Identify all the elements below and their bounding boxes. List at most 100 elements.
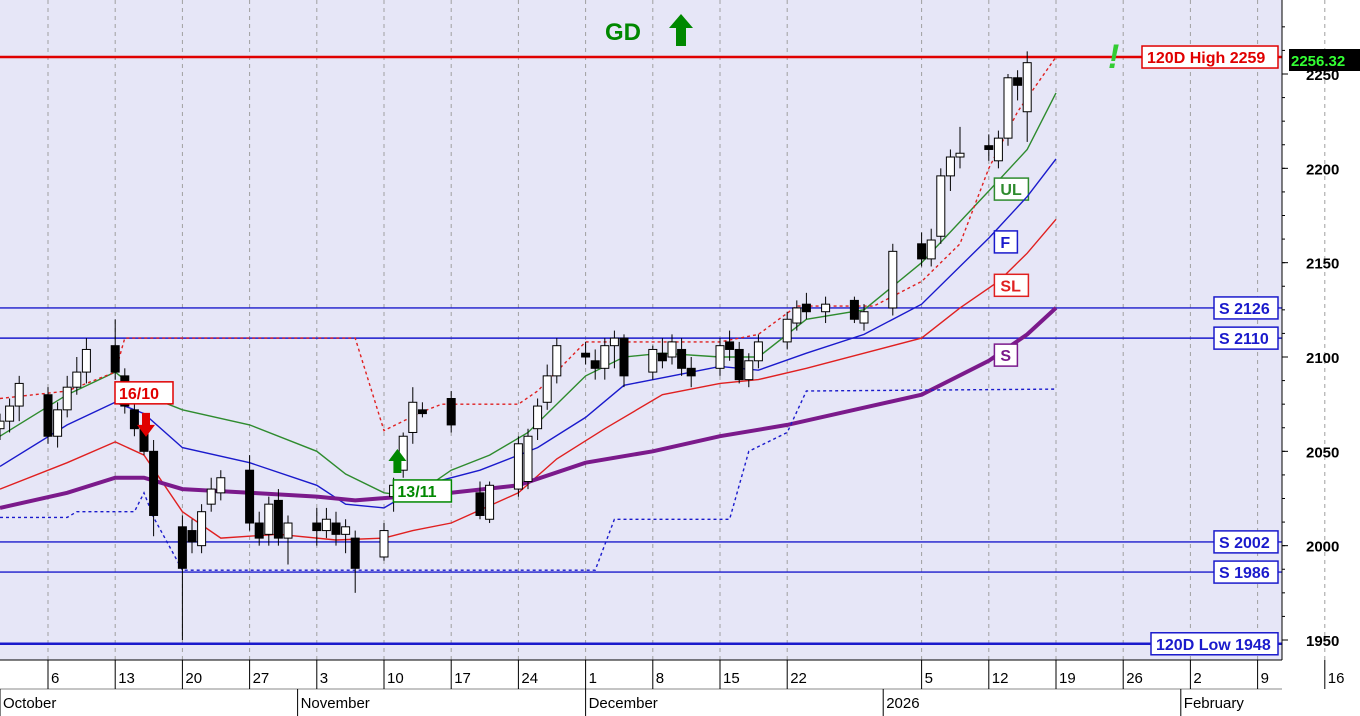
ticker-title: GD — [605, 14, 693, 46]
candle-body — [341, 526, 351, 535]
x-period-label: October — [3, 695, 56, 712]
candle-body — [264, 503, 274, 535]
y-tick-label: 2250 — [1306, 67, 1339, 84]
candle-body — [14, 382, 24, 407]
candle-body — [1003, 77, 1013, 139]
candle-body — [110, 345, 120, 373]
candle-body — [801, 303, 811, 313]
level-label-box — [1213, 326, 1279, 350]
last-price-tag: 2256.32 — [1289, 49, 1360, 71]
level-label: 120D High 2259 — [1147, 50, 1265, 67]
candle-body — [197, 511, 207, 547]
x-tick-label: 12 — [992, 670, 1009, 687]
plot-background — [0, 0, 1282, 660]
candle-body — [686, 367, 696, 377]
candle-body — [417, 409, 427, 415]
candle-body — [725, 341, 735, 350]
x-tick-label: 17 — [454, 670, 471, 687]
candle-body — [254, 522, 264, 539]
alert-exclamation-text: ! — [1108, 38, 1119, 76]
x-tick-label: 9 — [1261, 670, 1269, 687]
candle-body — [81, 348, 91, 373]
candle-body — [936, 175, 946, 237]
candle-body — [206, 488, 216, 505]
candle-body — [446, 398, 456, 426]
indicator-line — [0, 56, 1057, 432]
candle-body — [331, 522, 341, 535]
support-resistance-levels: 120D High 2259 S 2126 S 2110 S 2002 S 1986 12… — [0, 45, 1282, 656]
x-tick-label: 13 — [118, 670, 135, 687]
x-tick-label: 2 — [1193, 670, 1201, 687]
candle-body — [475, 492, 485, 516]
x-period-label: November — [301, 695, 370, 712]
candle-body — [734, 348, 744, 381]
candle-body — [542, 375, 552, 403]
level-label-box — [1213, 296, 1279, 320]
level-label-box — [1141, 45, 1279, 69]
level-label: 120D Low 1948 — [1156, 637, 1271, 654]
level-label: S 1986 — [1219, 565, 1270, 582]
candle-body — [926, 239, 936, 260]
x-tick-label: 8 — [656, 670, 664, 687]
candle-body — [744, 360, 754, 381]
alert-exclamation: ! — [1108, 38, 1119, 76]
x-period-label: December — [589, 695, 658, 712]
x-tick-label: 27 — [253, 670, 270, 687]
x-tick-label: 3 — [320, 670, 328, 687]
candle-body — [657, 352, 667, 362]
indicator-line — [0, 388, 1057, 571]
level-label: S 2002 — [1219, 535, 1270, 552]
x-axis: 6 13 20 27 3 10 17 24 1 8 15 22 5 12 19 26 2 9 16 October No… — [0, 659, 1344, 716]
indicator-line — [0, 92, 1057, 498]
candle-body — [888, 250, 898, 309]
candle-body — [849, 299, 859, 320]
indicator-label: F — [1000, 235, 1010, 252]
candle-body — [955, 152, 965, 158]
last-price-tag-text: 2256.32 — [1291, 53, 1345, 70]
grid-lines — [47, 0, 1326, 660]
level-label: S 2110 — [1219, 331, 1269, 348]
up-arrow-icon — [669, 14, 693, 46]
candle-body — [350, 537, 360, 569]
x-tick-label: 24 — [521, 670, 538, 687]
candle-body — [149, 450, 159, 516]
candle-body — [72, 371, 82, 388]
candle-body — [677, 348, 687, 369]
candle-body — [129, 409, 139, 430]
candle-body — [312, 522, 322, 532]
candle-body — [590, 360, 600, 369]
x-tick-label: 20 — [185, 670, 202, 687]
candle-body — [1022, 62, 1032, 113]
level-label: S 2126 — [1219, 301, 1270, 318]
x-tick-label: 10 — [387, 670, 404, 687]
indicator-label: UL — [1000, 182, 1022, 199]
candle-body — [5, 405, 15, 422]
candle-body — [619, 337, 629, 377]
candle-body — [917, 243, 927, 260]
y-tick-label: 2100 — [1306, 350, 1339, 367]
candle-body — [62, 386, 72, 411]
indicator-label-box — [993, 230, 1019, 254]
candle-body — [187, 530, 197, 543]
candle-body — [945, 156, 955, 177]
indicator-line — [0, 158, 1057, 509]
candle-body — [581, 352, 591, 358]
up-arrow-icon — [388, 448, 407, 473]
candle-body — [0, 420, 5, 430]
annotation-label: 13/11 — [397, 484, 436, 501]
level-label-box — [1150, 632, 1279, 656]
candle-body — [667, 341, 677, 358]
level-label-box — [1213, 560, 1279, 584]
down-arrow-icon — [137, 412, 155, 437]
candle-body — [859, 311, 869, 324]
y-tick-label: 2150 — [1306, 256, 1339, 273]
candle-body — [1013, 77, 1023, 86]
indicator-label-box — [993, 273, 1030, 298]
last-price-tag-box — [1289, 49, 1360, 71]
x-tick-label: 26 — [1126, 670, 1143, 687]
level-label-box — [1213, 530, 1279, 554]
candle-body — [43, 394, 53, 437]
candle-body — [216, 477, 226, 494]
annotation-box — [114, 381, 174, 405]
x-period-label: 2026 — [886, 695, 919, 712]
